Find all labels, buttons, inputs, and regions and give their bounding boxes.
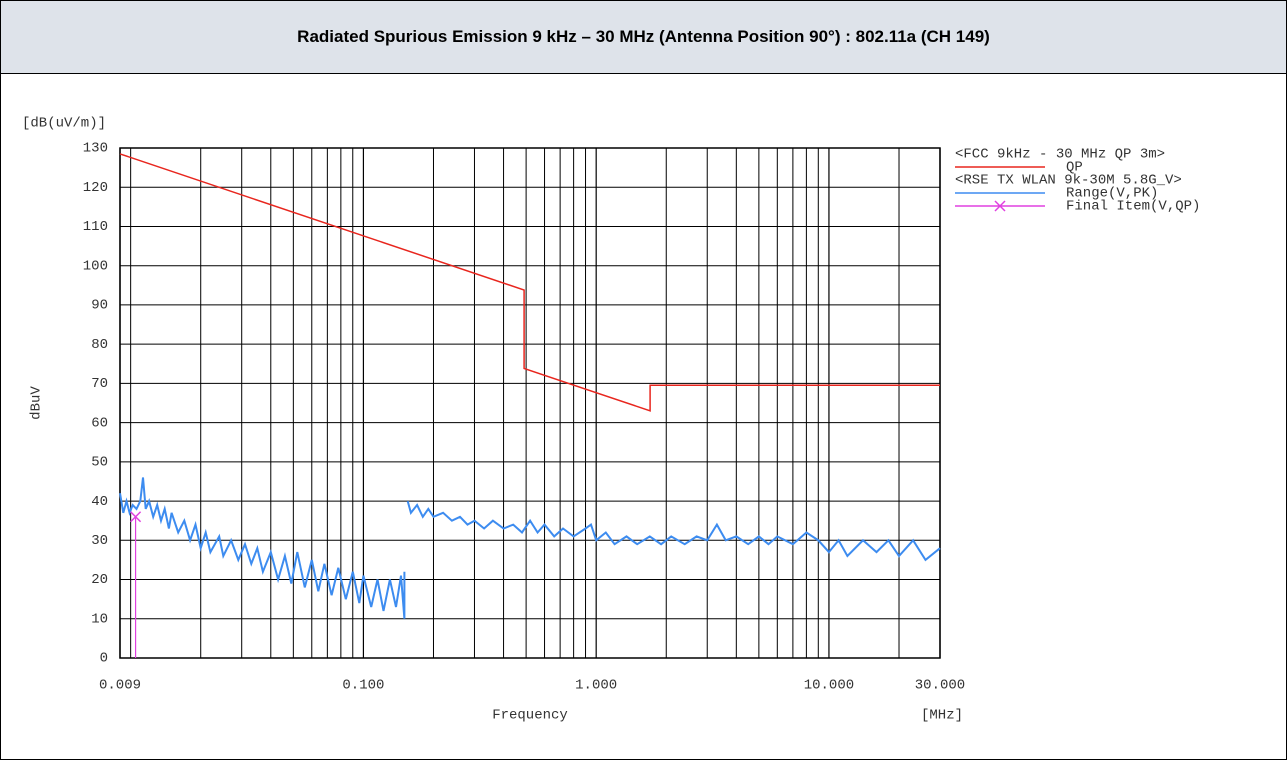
x-unit-label: [MHz] [921, 708, 963, 724]
y-tick-label: 40 [91, 494, 108, 510]
y-tick-label: 50 [91, 455, 108, 471]
plot-area [119, 147, 941, 659]
x-tick-label: 1.000 [575, 678, 617, 694]
legend-label: Final Item(V,QP) [1066, 199, 1200, 215]
x-tick-label: 30.000 [915, 678, 965, 694]
chart: [dB(uV/m)] dBuV Frequency [MHz] 0 10 20 30 4… [22, 116, 1200, 724]
y-tick-label: 20 [91, 572, 108, 588]
x-axis-label: Frequency [492, 708, 568, 724]
legend-marker [994, 200, 1006, 212]
x-tick-label: 0.009 [99, 678, 141, 694]
y-tick-label: 100 [83, 258, 108, 274]
y-tick-label: 10 [91, 611, 108, 627]
x-tick-label: 10.000 [804, 678, 854, 694]
legend-header: <RSE TX WLAN 9k-30M 5.8G_V> [955, 173, 1182, 189]
y-axis-label: dBuV [29, 386, 45, 420]
y-tick-label: 120 [83, 180, 108, 196]
legend-label: Range(V,PK) [1066, 186, 1158, 202]
y-tick-label: 90 [91, 298, 108, 314]
y-tick-label: 80 [91, 337, 108, 353]
final-marker [130, 511, 142, 523]
y-tick-label: 30 [91, 533, 108, 549]
y-tick-label: 60 [91, 415, 108, 431]
x-tick-label: 0.100 [342, 678, 384, 694]
header-title: Radiated Spurious Emission 9 kHz – 30 MH… [1, 1, 1286, 74]
series-line [119, 477, 941, 619]
unit-label: [dB(uV/m)] [22, 116, 106, 132]
y-tick-label: 130 [83, 141, 108, 157]
y-tick-label: 0 [100, 651, 108, 667]
legend-label: QP [1066, 160, 1083, 176]
y-tick-label: 70 [91, 376, 108, 392]
series-line [119, 153, 940, 412]
y-tick-label: 110 [83, 219, 108, 235]
legend-header: <FCC 9kHz - 30 MHz QP 3m> [955, 147, 1165, 163]
